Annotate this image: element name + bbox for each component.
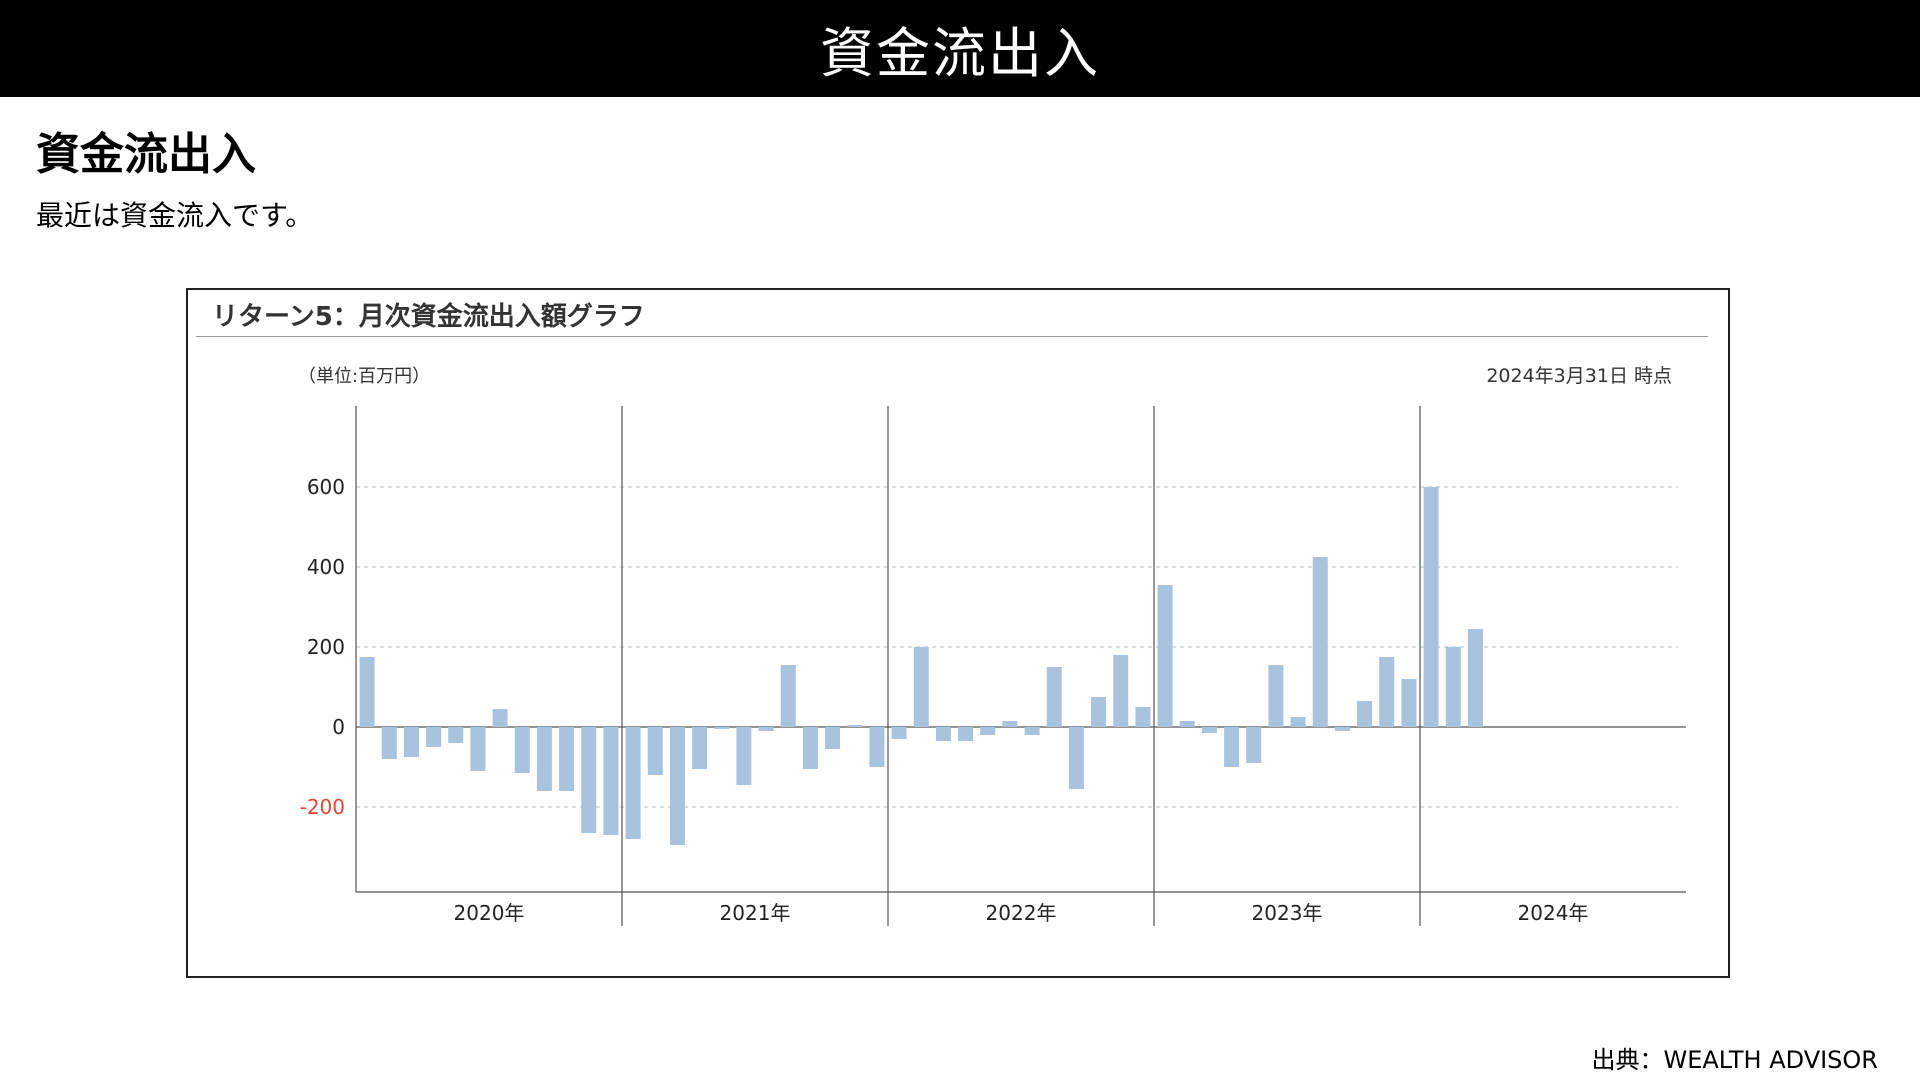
bar (1334, 727, 1350, 731)
bar (1179, 721, 1195, 727)
source-note: 出典：WEALTH ADVISOR (1591, 1046, 1879, 1074)
bar (426, 727, 442, 747)
year-label: 2023年 (1252, 901, 1323, 925)
bar (448, 727, 464, 743)
year-label: 2022年 (986, 901, 1057, 925)
top-banner: 資金流出入 (0, 0, 1920, 97)
bar (470, 727, 486, 771)
y-tick-label: 0 (332, 715, 345, 739)
bar (1379, 657, 1395, 727)
bar (559, 727, 575, 791)
bar (603, 727, 619, 835)
bar (913, 647, 929, 727)
bar (1268, 665, 1284, 727)
bar (825, 727, 841, 749)
bar (536, 727, 552, 791)
bar (581, 727, 597, 833)
bar (1046, 667, 1062, 727)
year-label: 2021年 (720, 901, 791, 925)
bar (625, 727, 641, 839)
bar (1445, 647, 1461, 727)
bar (1467, 629, 1483, 727)
bar (1135, 707, 1151, 727)
chart-title-divider (196, 336, 1708, 337)
bar (736, 727, 752, 785)
bar (891, 727, 907, 739)
bar (1113, 655, 1129, 727)
bar (647, 727, 663, 775)
bar (692, 727, 708, 769)
bar (403, 727, 419, 757)
bar (1068, 727, 1084, 789)
unit-label: （単位:百万円） (298, 366, 430, 387)
year-label: 2020年 (454, 901, 525, 925)
bar (1357, 701, 1373, 727)
y-tick-label: 400 (307, 555, 345, 579)
bar (1423, 487, 1439, 727)
bar (869, 727, 885, 767)
bar (935, 727, 951, 741)
bar (980, 727, 996, 735)
section-description: 最近は資金流入です。 (36, 199, 314, 232)
bar (1224, 727, 1240, 767)
bar (780, 665, 796, 727)
y-tick-label: 600 (307, 475, 345, 499)
bar (492, 709, 508, 727)
y-tick-label: -200 (300, 795, 345, 819)
bar (802, 727, 818, 769)
monthly-flow-bar-chart: （単位:百万円） 2024年3月31日 時点 600 400 200 0 -200 202… (298, 365, 1686, 926)
bar (1312, 557, 1328, 727)
bar (669, 727, 685, 845)
banner-title: 資金流出入 (820, 22, 1100, 85)
bar (381, 727, 397, 759)
year-label: 2024年 (1518, 901, 1589, 925)
bar (514, 727, 530, 773)
bar (847, 725, 863, 727)
bar (1401, 679, 1417, 727)
bar (1290, 717, 1306, 727)
bar (958, 727, 974, 741)
bar (359, 657, 375, 727)
chart-panel: リターン5：月次資金流出入額グラフ （単位:百万円） 2024年3月31日 時点… (186, 288, 1730, 978)
bar (1201, 727, 1217, 733)
bar (1024, 727, 1040, 735)
bar (714, 727, 730, 729)
bar (1002, 721, 1018, 727)
section-heading: 資金流出入 (36, 129, 256, 180)
chart-title: リターン5：月次資金流出入額グラフ (212, 302, 645, 332)
bar (1091, 697, 1107, 727)
bar (758, 727, 774, 731)
y-tick-label: 200 (307, 635, 345, 659)
as-of-label: 2024年3月31日 時点 (1486, 365, 1672, 387)
bar (1246, 727, 1262, 763)
bar (1157, 585, 1173, 727)
